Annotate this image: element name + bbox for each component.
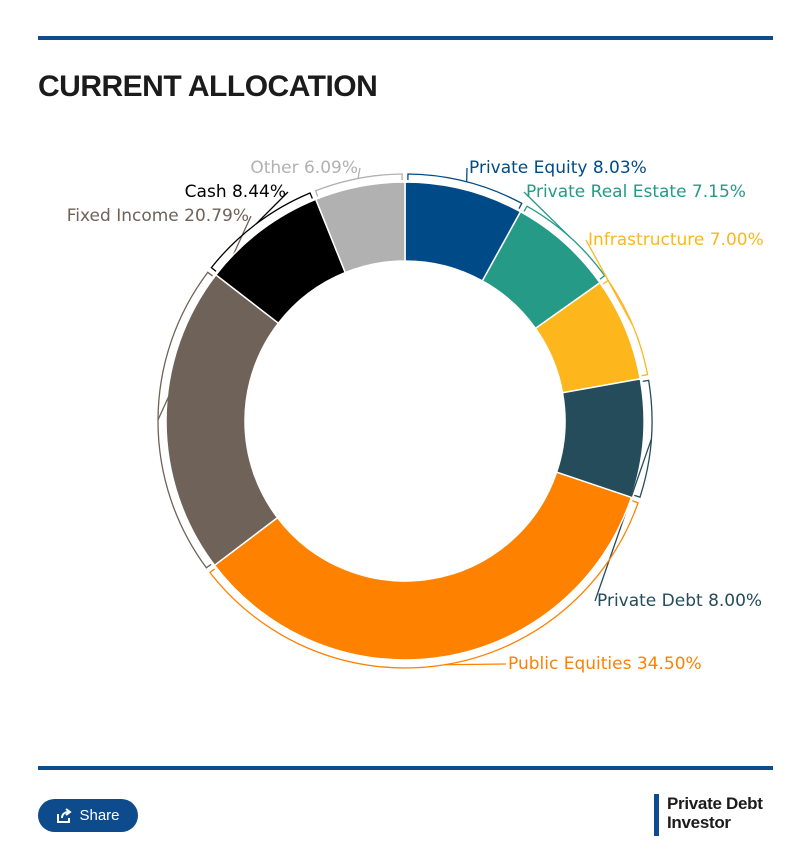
connector-public-equities: [444, 663, 507, 666]
slice-other[interactable]: [314, 181, 406, 274]
bracket-private-equity: [407, 173, 523, 209]
page-title: CURRENT ALLOCATION: [38, 70, 378, 103]
connector-fixed-income: [157, 215, 252, 421]
brand-line-1: Private Debt: [667, 794, 763, 813]
label-private-equity: Private Equity 8.03%: [469, 158, 647, 178]
label-other: Other 6.09%: [250, 158, 358, 178]
bracket-private-debt: [634, 379, 653, 498]
brand-logo[interactable]: Private Debt Investor: [654, 794, 763, 836]
bracket-private-real-estate: [523, 205, 606, 280]
label-fixed-income: Fixed Income 20.79%: [67, 206, 249, 226]
connector-other: [357, 167, 361, 179]
connector-private-real-estate: [523, 191, 571, 238]
brand-line-2: Investor: [667, 813, 731, 832]
label-infrastructure: Infrastructure 7.00%: [588, 230, 764, 250]
connector-infrastructure: [585, 239, 634, 326]
label-private-real-estate: Private Real Estate 7.15%: [526, 182, 746, 202]
top-rule: [38, 36, 773, 40]
bottom-rule: [38, 766, 773, 770]
share-button[interactable]: Share: [38, 799, 138, 832]
connector-cash: [255, 191, 289, 225]
slice-public-equities[interactable]: [213, 471, 633, 661]
donut-chart: Private Equity 8.03% Private Real Estate …: [67, 158, 764, 674]
bracket-public-equities: [209, 500, 639, 669]
bracket-cash: [210, 192, 313, 272]
share-label: Share: [79, 807, 120, 824]
label-public-equities: Public Equities 34.50%: [508, 654, 702, 674]
label-cash: Cash 8.44%: [185, 182, 286, 202]
share-icon: [56, 807, 73, 824]
label-private-debt: Private Debt 8.00%: [597, 591, 762, 611]
bracket-other: [314, 173, 403, 197]
slice-fixed-income[interactable]: [165, 273, 280, 567]
